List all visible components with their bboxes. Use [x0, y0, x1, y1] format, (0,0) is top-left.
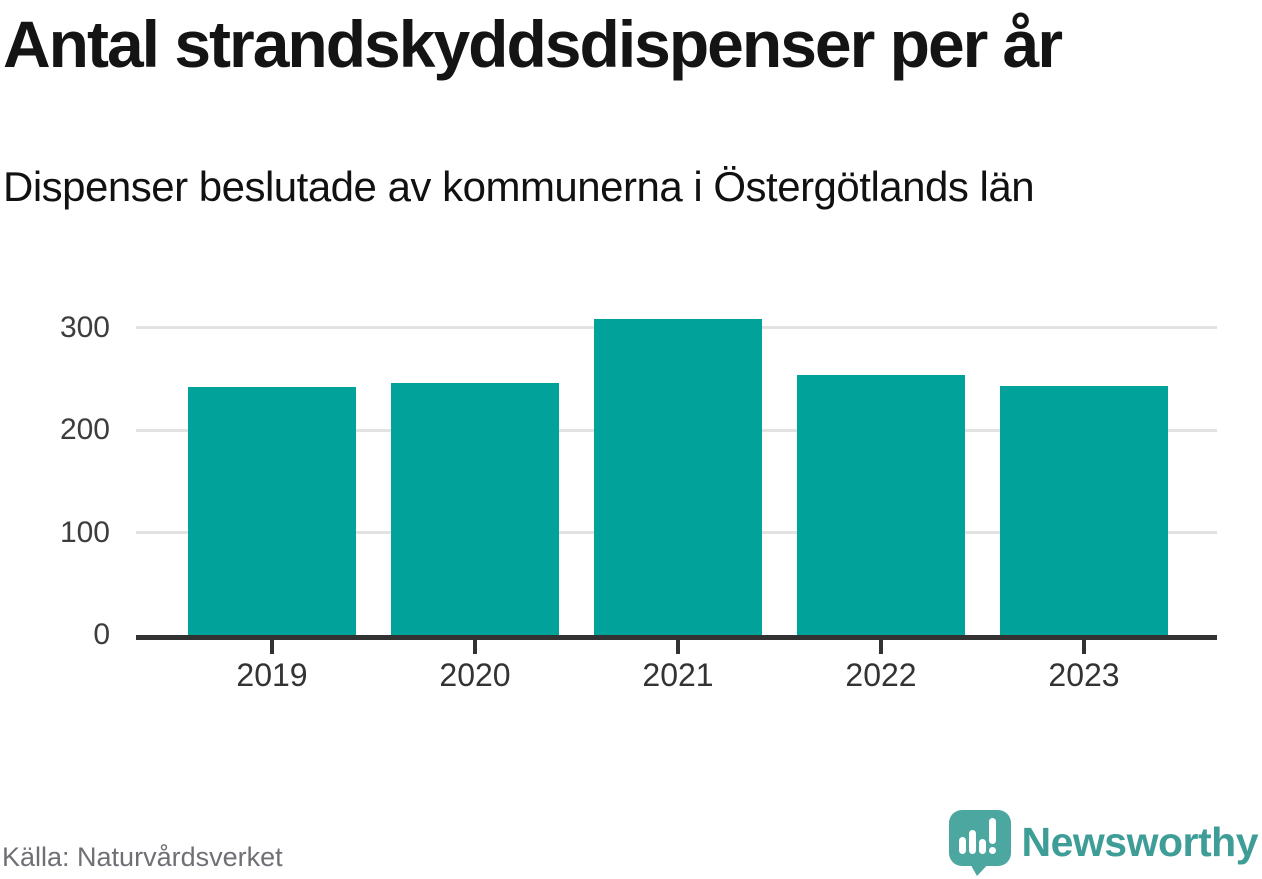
y-tick-label-0: 0 — [93, 618, 110, 651]
newsworthy-bubble-chart-icon — [948, 810, 1011, 876]
plot-area: 2019 2020 2021 2022 2023 — [136, 300, 1217, 693]
x-tick-2020 — [473, 640, 477, 654]
bar-2019 — [188, 386, 356, 635]
chart-subtitle: Dispenser beslutade av kommunerna i Öste… — [3, 163, 1035, 210]
bar-2022 — [797, 374, 965, 635]
y-tick-label-200: 200 — [59, 413, 110, 446]
newsworthy-logo-text: Newsworthy — [1021, 818, 1259, 865]
x-tick-2019 — [270, 640, 274, 654]
source-caption: Källa: Naturvårdsverket — [2, 842, 283, 872]
chart-title: Antal strandskyddsdispenser per år — [3, 7, 1063, 81]
x-tick-label-2023: 2023 — [1048, 657, 1120, 693]
bar-2020 — [391, 382, 559, 635]
x-tick-2021 — [676, 640, 680, 654]
x-tick-label-2020: 2020 — [439, 657, 511, 693]
x-tick-label-2019: 2019 — [236, 657, 308, 693]
bar-2023 — [1000, 385, 1168, 635]
y-tick-label-300: 300 — [59, 310, 110, 344]
bar-2021 — [594, 319, 762, 635]
newsworthy-logo: Newsworthy — [946, 808, 1259, 876]
x-tick-2023 — [1082, 640, 1086, 654]
y-tick-label-100: 100 — [59, 515, 110, 549]
x-tick-label-2021: 2021 — [642, 657, 714, 693]
x-tick-2022 — [879, 640, 883, 654]
x-tick-label-2022: 2022 — [845, 657, 917, 693]
